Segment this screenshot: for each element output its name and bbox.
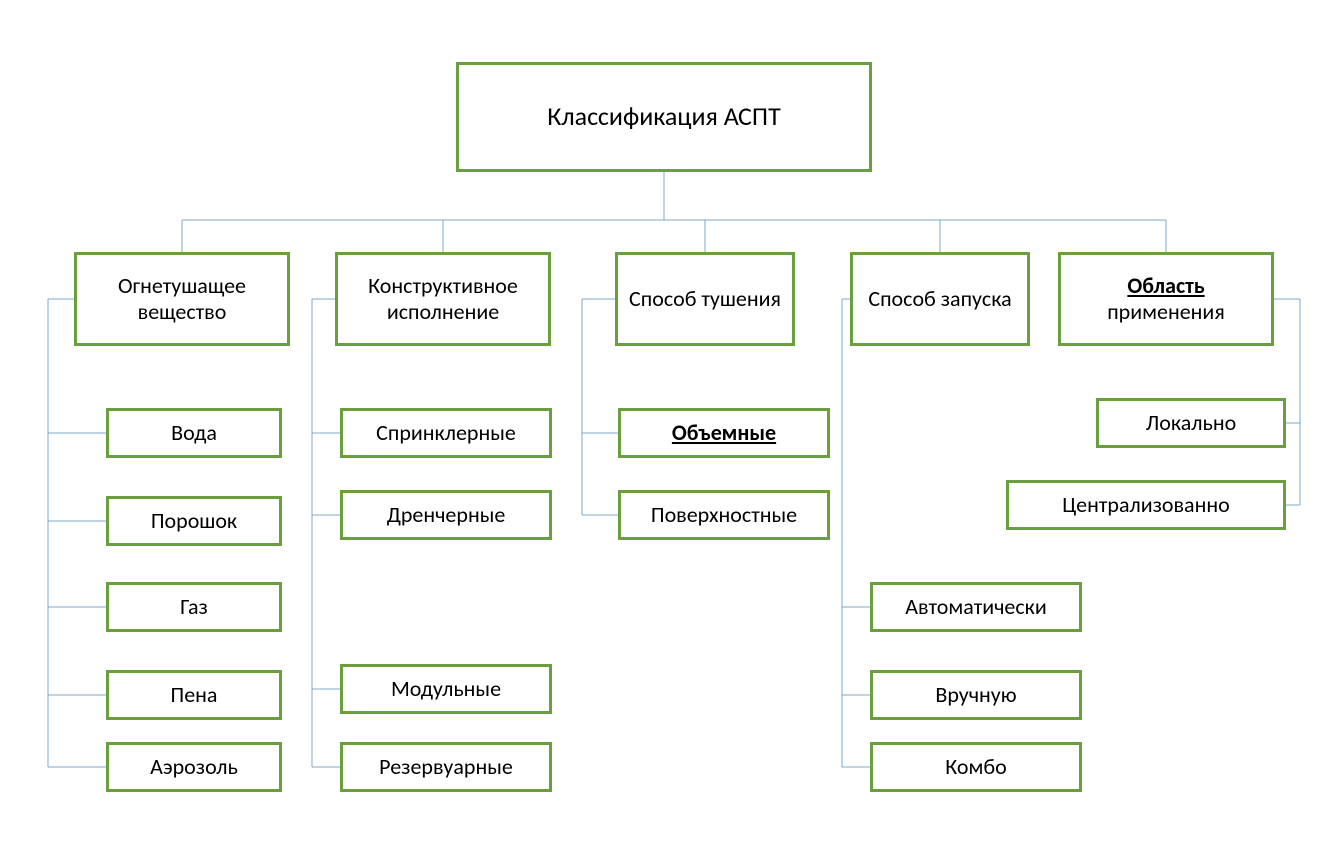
node-root: Классификация АСПТ: [456, 62, 872, 172]
node-n22: Дренчерные: [340, 490, 552, 540]
node-cat5: Областьприменения: [1058, 252, 1274, 346]
node-n11: Вода: [106, 408, 282, 458]
node-cat4: Способ запуска: [850, 252, 1030, 346]
node-cat2: Конструктивное исполнение: [335, 252, 551, 346]
node-n42: Вручную: [870, 670, 1082, 720]
cat4-label: Способ запуска: [868, 286, 1011, 312]
node-n15: Аэрозоль: [106, 742, 282, 792]
node-cat1: Огнетушащее вещество: [74, 252, 290, 346]
node-n13: Газ: [106, 582, 282, 632]
n52-label: Централизованно: [1062, 492, 1229, 518]
node-n31: Объемные: [618, 408, 830, 458]
node-n23: Модульные: [340, 664, 552, 714]
node-n21: Спринклерные: [340, 408, 552, 458]
node-n52: Централизованно: [1006, 480, 1286, 530]
node-n14: Пена: [106, 670, 282, 720]
node-n12: Порошок: [106, 496, 282, 546]
n15-label: Аэрозоль: [150, 754, 238, 780]
n42-label: Вручную: [935, 682, 1016, 708]
n23-label: Модульные: [391, 676, 501, 702]
n22-label: Дренчерные: [387, 502, 506, 528]
root-label: Классификация АСПТ: [547, 101, 781, 132]
n11-label: Вода: [171, 420, 217, 446]
node-n41: Автоматически: [870, 582, 1082, 632]
cat1-label: Огнетушащее вещество: [83, 273, 281, 326]
n13-label: Газ: [180, 594, 208, 620]
cat5-label-line2: применения: [1107, 299, 1225, 325]
n51-label: Локально: [1146, 410, 1236, 436]
n31-label: Объемные: [672, 420, 776, 446]
n12-label: Порошок: [151, 508, 237, 534]
cat5-label-line1: Область: [1127, 273, 1204, 299]
n21-label: Спринклерные: [376, 420, 516, 446]
cat2-label: Конструктивное исполнение: [344, 273, 542, 326]
node-n43: Комбо: [870, 742, 1082, 792]
n43-label: Комбо: [945, 754, 1006, 780]
n24-label: Резервуарные: [379, 754, 513, 780]
node-cat3: Способ тушения: [615, 252, 795, 346]
n41-label: Автоматически: [905, 594, 1047, 620]
cat3-label: Способ тушения: [629, 286, 781, 312]
n32-label: Поверхностные: [651, 502, 797, 528]
node-n24: Резервуарные: [340, 742, 552, 792]
diagram-stage: Классификация АСПТ Огнетушащее вещество Ко…: [0, 0, 1339, 847]
node-n51: Локально: [1096, 398, 1286, 448]
n14-label: Пена: [171, 682, 218, 708]
node-n32: Поверхностные: [618, 490, 830, 540]
